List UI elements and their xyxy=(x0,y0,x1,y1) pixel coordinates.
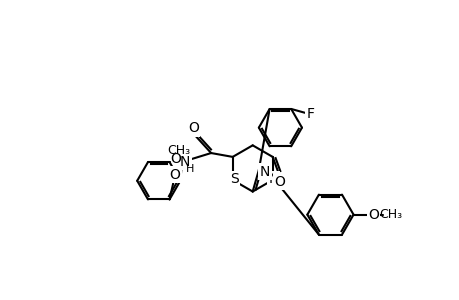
Text: S: S xyxy=(230,172,238,186)
Text: O: O xyxy=(170,152,181,167)
Text: N: N xyxy=(179,154,190,169)
Text: N: N xyxy=(268,172,278,186)
Text: F: F xyxy=(306,106,314,121)
Text: O: O xyxy=(367,208,378,222)
Text: O: O xyxy=(274,175,285,188)
Text: O: O xyxy=(169,168,180,182)
Text: CH₃: CH₃ xyxy=(167,144,190,157)
Text: H: H xyxy=(185,164,193,174)
Text: CH₃: CH₃ xyxy=(378,208,401,221)
Text: N: N xyxy=(259,164,269,178)
Text: O: O xyxy=(188,122,198,135)
